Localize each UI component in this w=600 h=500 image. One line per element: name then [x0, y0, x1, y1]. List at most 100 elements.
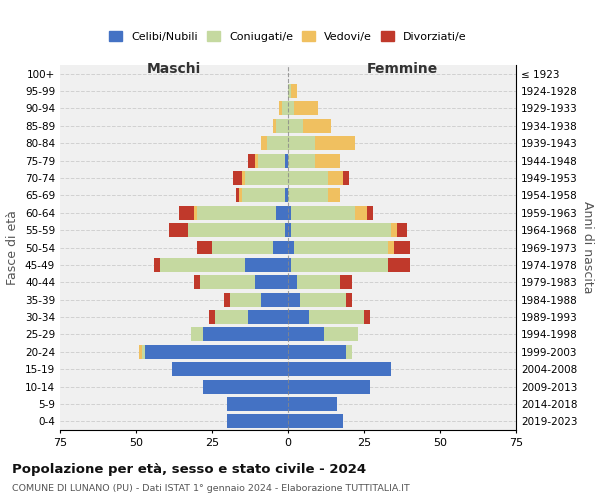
Bar — [279, 102, 282, 116]
Bar — [288, 380, 370, 394]
Bar — [340, 276, 352, 289]
Bar — [209, 310, 215, 324]
Bar — [288, 240, 294, 254]
Text: COMUNE DI LUNANO (PU) - Dati ISTAT 1° gennaio 2024 - Elaborazione TUTTITALIA.IT: COMUNE DI LUNANO (PU) - Dati ISTAT 1° ge… — [12, 484, 410, 493]
Bar — [254, 154, 257, 168]
Bar — [267, 136, 288, 150]
Bar — [291, 258, 388, 272]
Bar — [236, 188, 239, 202]
Y-axis label: Anni di nascita: Anni di nascita — [581, 201, 594, 294]
Bar — [194, 206, 197, 220]
Bar — [260, 292, 288, 306]
Bar — [260, 136, 267, 150]
Bar — [288, 188, 328, 202]
Bar — [316, 154, 340, 168]
Bar — [325, 328, 358, 342]
Bar — [288, 345, 346, 358]
Bar — [297, 276, 340, 289]
Bar — [288, 292, 300, 306]
Bar — [154, 258, 160, 272]
Text: Popolazione per età, sesso e stato civile - 2024: Popolazione per età, sesso e stato civil… — [12, 462, 366, 475]
Bar — [139, 345, 142, 358]
Bar — [397, 223, 407, 237]
Bar — [276, 206, 288, 220]
Bar — [227, 397, 288, 411]
Bar — [239, 188, 242, 202]
Text: Femmine: Femmine — [367, 62, 437, 76]
Bar — [248, 154, 254, 168]
Bar — [194, 276, 200, 289]
Bar — [273, 240, 288, 254]
Bar — [346, 292, 352, 306]
Bar — [291, 84, 297, 98]
Bar — [282, 102, 288, 116]
Bar — [309, 310, 364, 324]
Bar — [288, 310, 309, 324]
Text: Maschi: Maschi — [147, 62, 201, 76]
Bar — [288, 276, 297, 289]
Bar — [169, 223, 188, 237]
Bar — [257, 154, 285, 168]
Bar — [303, 119, 331, 133]
Bar — [367, 206, 373, 220]
Bar — [142, 345, 145, 358]
Bar — [355, 206, 367, 220]
Bar — [200, 276, 254, 289]
Bar — [248, 310, 288, 324]
Bar — [285, 188, 288, 202]
Bar — [288, 258, 291, 272]
Bar — [346, 345, 352, 358]
Bar — [288, 171, 328, 185]
Bar — [294, 102, 319, 116]
Bar — [227, 414, 288, 428]
Bar — [343, 171, 349, 185]
Bar — [328, 188, 340, 202]
Bar — [197, 240, 212, 254]
Bar — [288, 154, 316, 168]
Bar — [288, 362, 391, 376]
Bar — [285, 223, 288, 237]
Bar — [179, 206, 194, 220]
Bar — [288, 206, 291, 220]
Bar — [245, 171, 288, 185]
Bar — [273, 119, 276, 133]
Y-axis label: Fasce di età: Fasce di età — [7, 210, 19, 285]
Bar — [230, 292, 260, 306]
Bar — [203, 328, 288, 342]
Bar — [288, 328, 325, 342]
Bar — [285, 154, 288, 168]
Bar — [288, 136, 316, 150]
Bar — [288, 84, 291, 98]
Bar — [145, 345, 288, 358]
Bar — [394, 240, 410, 254]
Bar — [215, 310, 248, 324]
Bar — [328, 171, 343, 185]
Bar — [224, 292, 230, 306]
Bar — [388, 258, 410, 272]
Bar — [288, 223, 291, 237]
Bar — [291, 223, 391, 237]
Bar — [294, 240, 388, 254]
Bar — [242, 171, 245, 185]
Bar — [288, 102, 294, 116]
Legend: Celibi/Nubili, Coniugati/e, Vedovi/e, Divorziati/e: Celibi/Nubili, Coniugati/e, Vedovi/e, Di… — [105, 27, 471, 46]
Bar — [197, 206, 276, 220]
Bar — [300, 292, 346, 306]
Bar — [233, 171, 242, 185]
Bar — [288, 119, 303, 133]
Bar — [364, 310, 370, 324]
Bar — [316, 136, 355, 150]
Bar — [254, 276, 288, 289]
Bar — [242, 188, 285, 202]
Bar — [391, 223, 397, 237]
Bar — [212, 240, 273, 254]
Bar — [172, 362, 288, 376]
Bar — [291, 206, 355, 220]
Bar — [245, 258, 288, 272]
Bar — [188, 223, 285, 237]
Bar — [288, 414, 343, 428]
Bar — [203, 380, 288, 394]
Bar — [276, 119, 288, 133]
Bar — [160, 258, 245, 272]
Bar — [191, 328, 203, 342]
